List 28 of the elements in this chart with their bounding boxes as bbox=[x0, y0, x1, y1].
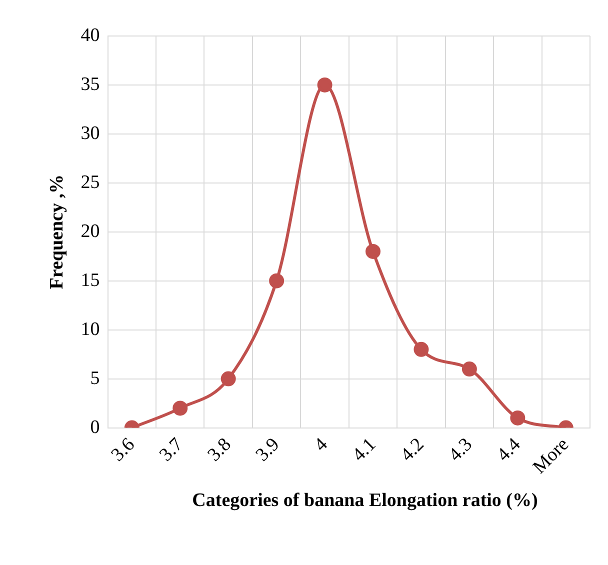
y-tick-label: 15 bbox=[80, 270, 100, 291]
y-tick-label: 0 bbox=[90, 416, 100, 438]
y-tick-label: 5 bbox=[90, 368, 100, 389]
point bbox=[414, 342, 429, 357]
x-tick-label: 3.6 bbox=[107, 434, 139, 466]
x-tick-label: 4.2 bbox=[396, 434, 428, 466]
y-axis-title: Frequency ,% bbox=[46, 174, 68, 290]
x-tick-label: 4 bbox=[310, 434, 332, 456]
y-tick-label: 30 bbox=[80, 122, 100, 144]
x-tick-label: 3.7 bbox=[156, 434, 188, 466]
point bbox=[172, 400, 188, 416]
x-tick-label: 4.4 bbox=[493, 434, 526, 466]
point bbox=[317, 77, 332, 92]
x-tick-label: 4.3 bbox=[444, 434, 477, 466]
point bbox=[462, 362, 477, 377]
point bbox=[366, 244, 381, 259]
x-tick-label: 3.8 bbox=[204, 434, 236, 466]
point bbox=[220, 371, 236, 386]
y-tick-label: 25 bbox=[80, 172, 100, 193]
y-tick-label: 40 bbox=[80, 24, 100, 46]
x-tick-label: 3.9 bbox=[252, 434, 284, 466]
x-tick-label: 4.1 bbox=[348, 434, 380, 466]
y-tick-label: 10 bbox=[80, 318, 100, 340]
x-axis-title: Categories of banana Elongation ratio (%) bbox=[191, 489, 539, 513]
point bbox=[269, 273, 284, 288]
point bbox=[510, 410, 526, 426]
y-tick-label: 35 bbox=[80, 74, 100, 95]
y-tick-label: 20 bbox=[80, 220, 100, 242]
